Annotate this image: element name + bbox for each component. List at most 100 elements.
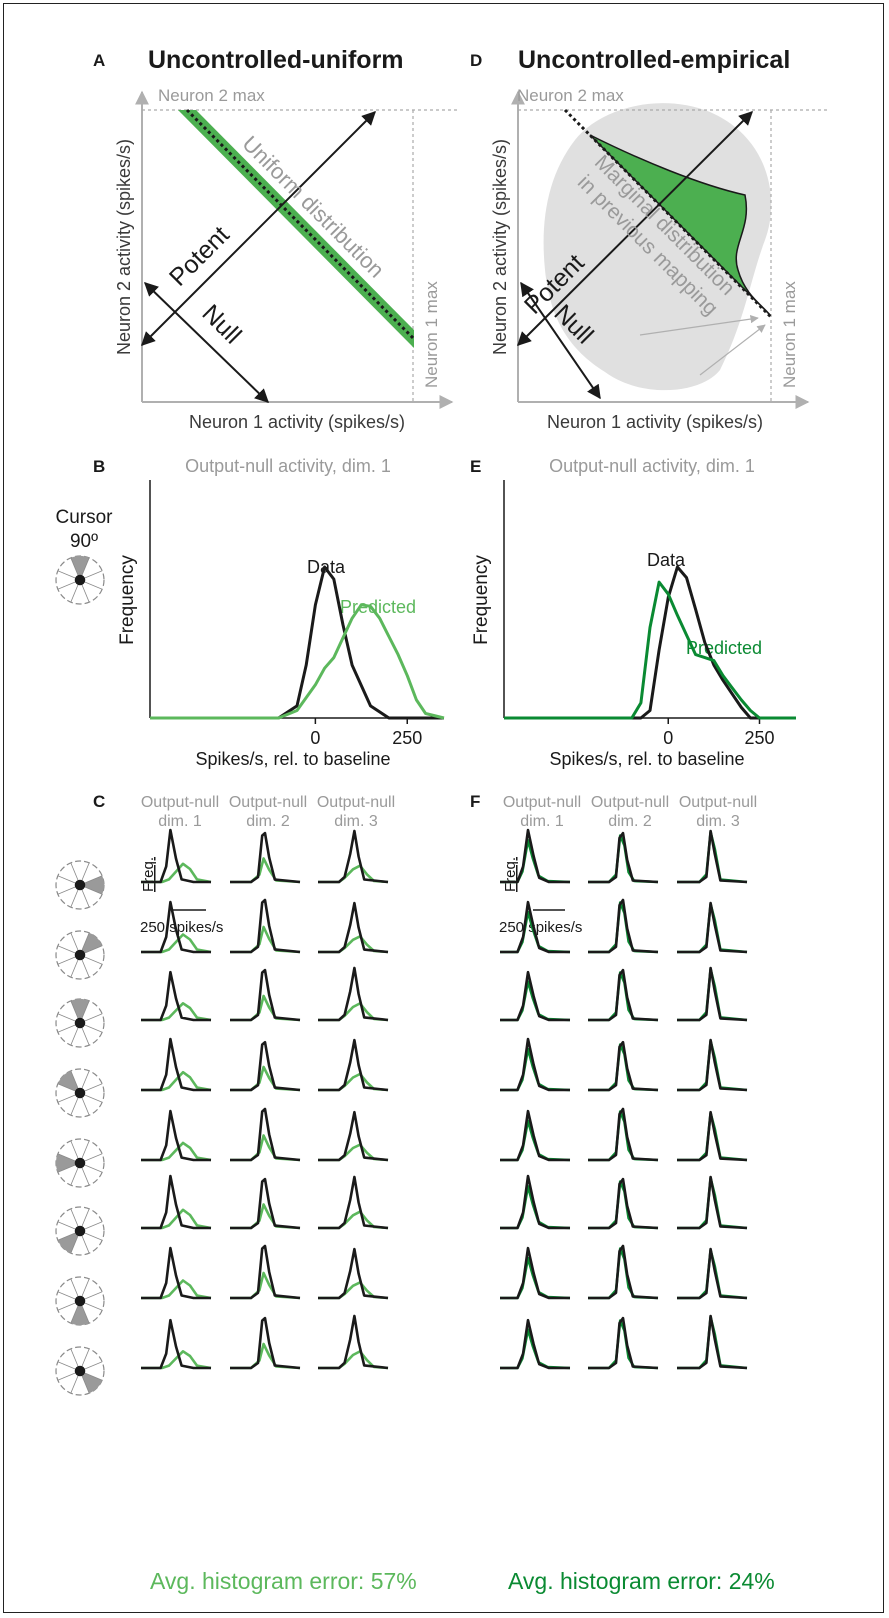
data-hist-r2-c1 (141, 900, 211, 954)
data-hist-r7-c1 (500, 1246, 570, 1300)
cursor-label-line1: Cursor (55, 507, 113, 528)
series-data-line (504, 565, 796, 720)
predicted-hist-r8-c2 (230, 1342, 301, 1370)
data-hist-r3-c2 (588, 968, 659, 1022)
freq-label: Freq. (140, 857, 157, 892)
uniform-distribution-label: Uniform distribution (237, 131, 389, 283)
data-label: Data (647, 550, 686, 570)
big-hist-title: Output-null activity, dim. 1 (185, 456, 391, 476)
data-hist-r4-c3 (318, 1038, 389, 1092)
cursor-90-icon (55, 555, 105, 605)
target-wedge (80, 932, 103, 955)
target-wedge (57, 1070, 80, 1093)
null-arrow (520, 281, 601, 400)
data-hist-r8-c2 (588, 1316, 659, 1370)
x-tick-label: 250 (744, 728, 774, 748)
col-header-1-line1: Output-null (503, 794, 581, 811)
panel-e-letter: E (470, 457, 481, 476)
cursor-dot (74, 574, 86, 586)
predicted-hist-r6-c2 (230, 1203, 301, 1230)
x-axis-label: Neuron 1 activity (spikes/s) (547, 412, 763, 432)
data-hist-r6-c2 (588, 1177, 659, 1230)
col-header-3-line2: dim. 3 (696, 813, 740, 830)
predicted-hist-r8-c1 (141, 1350, 212, 1370)
series-predicted-line (150, 603, 445, 720)
panel-c: C Output-null dim. 1 Output-null dim. 2 … (93, 792, 417, 1594)
cursor-dot (74, 949, 86, 961)
y-axis-label: Neuron 2 activity (spikes/s) (114, 139, 134, 355)
data-hist-r1-c1 (141, 828, 211, 884)
big-hist-xlabel: Spikes/s, rel. to baseline (549, 749, 744, 769)
data-hist-r5-c2 (230, 1107, 301, 1162)
col-header-2-line1: Output-null (591, 794, 669, 811)
target-wedge (80, 1371, 103, 1394)
predicted-hist-r6-c3 (318, 1210, 389, 1230)
data-hist-r6-c2 (230, 1177, 301, 1230)
data-hist-r4-c2 (588, 1040, 659, 1092)
scale-label: 250 spikes/s (140, 919, 223, 936)
data-hist-r8-c2 (230, 1316, 301, 1370)
cursor-icon-column (55, 860, 105, 1396)
data-hist-r1-c1 (500, 828, 570, 884)
cursor-90-icon-graphic (55, 555, 105, 605)
predicted-hist-r6-c1 (141, 1208, 212, 1230)
target-wedge (70, 998, 90, 1023)
data-hist-r5-c1 (500, 1109, 570, 1162)
big-hist-ylabel: Frequency (471, 555, 492, 645)
x-tick-label: 0 (310, 728, 320, 748)
target-wedge (57, 1231, 80, 1254)
cursor-135-icon (55, 1068, 105, 1118)
data-hist-r3-c3 (318, 966, 389, 1022)
data-hist-r2-c2 (230, 898, 301, 954)
target-wedge (70, 1301, 90, 1326)
data-hist-r1-c3 (677, 829, 748, 884)
predicted-hist-r7-c1 (141, 1279, 212, 1300)
cursor-180-icon (55, 1138, 105, 1188)
predicted-hist-r1-c2 (588, 834, 659, 884)
panel-d: D Uncontrolled-empirical Neuron 2 max Ne… (470, 46, 830, 432)
col-header-1-line2: dim. 1 (158, 813, 202, 830)
cursor-dot (74, 879, 86, 891)
predicted-hist-r7-c2 (230, 1271, 301, 1300)
grid-f (500, 828, 748, 1370)
cursor-label-line2: 90º (70, 531, 98, 552)
col-header-2-line2: dim. 2 (608, 813, 652, 830)
predicted-hist-r2-c2 (230, 925, 301, 954)
big-hist-title: Output-null activity, dim. 1 (549, 456, 755, 476)
cursor-45-icon (55, 930, 105, 980)
freq-label: Freq. (502, 857, 519, 892)
figure-frame (3, 3, 884, 1613)
data-hist-r8-c1 (141, 1318, 211, 1370)
neuron1-max-label: Neuron 1 max (422, 281, 441, 388)
chart-b: 0 250 (149, 480, 445, 748)
predicted-hist-r8-c3 (318, 1350, 389, 1370)
data-hist-r7-c1 (141, 1246, 211, 1300)
predicted-hist-r1-c3 (318, 864, 389, 884)
panel-e: E Output-null activity, dim. 1 Frequency… (470, 456, 796, 769)
big-hist-ylabel: Frequency (117, 555, 138, 645)
col-header-2-line2: dim. 2 (246, 813, 290, 830)
panel-f: F Output-null dim. 1 Output-null dim. 2 … (470, 792, 775, 1594)
x-tick-label: 0 (663, 728, 673, 748)
x-axis-label: Neuron 1 activity (spikes/s) (189, 412, 405, 432)
data-hist-r6-c1 (141, 1174, 211, 1230)
cursor-dot (74, 1087, 86, 1099)
cursor-dot (74, 1157, 86, 1169)
x-tick-label: 250 (392, 728, 422, 748)
data-hist-r7-c2 (230, 1244, 301, 1300)
data-hist-r5-c1 (141, 1109, 211, 1162)
predicted-hist-r4-c1 (141, 1070, 212, 1092)
predicted-hist-r3-c1 (141, 1002, 212, 1022)
avg-error-left: Avg. histogram error: 57% (150, 1568, 417, 1594)
data-hist-r7-c2 (588, 1244, 659, 1300)
potent-label: Potent (164, 221, 235, 292)
predicted-hist-r1-c2 (230, 857, 301, 884)
col-header-1-line1: Output-null (141, 794, 219, 811)
avg-error-right: Avg. histogram error: 24% (508, 1568, 775, 1594)
y-axis-label: Neuron 2 activity (spikes/s) (490, 139, 510, 355)
data-hist-r8-c1 (500, 1318, 570, 1370)
panel-d-title: Uncontrolled-empirical (518, 46, 790, 74)
neuron1-max-label: Neuron 1 max (780, 281, 799, 388)
